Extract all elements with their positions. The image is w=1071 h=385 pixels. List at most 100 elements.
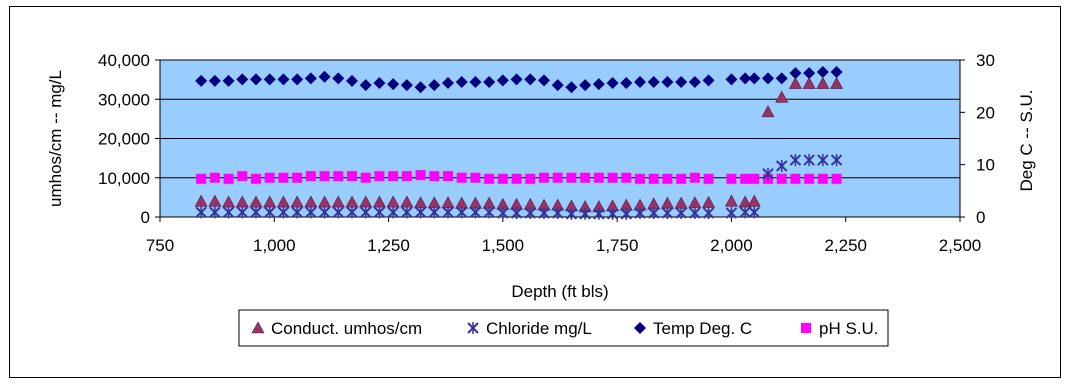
data-point-diamond — [373, 77, 386, 90]
data-point-x — [648, 207, 660, 220]
x-tick-label: 1,500 — [482, 236, 525, 255]
data-point-square — [790, 173, 801, 184]
data-point-x — [565, 207, 578, 220]
data-point-square — [662, 173, 673, 184]
legend-label: pH S.U. — [819, 319, 879, 338]
data-point-diamond — [634, 75, 646, 88]
data-point-square — [552, 172, 563, 183]
data-point-diamond — [620, 77, 633, 90]
data-point-square — [333, 171, 344, 182]
data-point-square — [305, 171, 316, 182]
data-point-diamond — [277, 73, 290, 86]
data-point-square — [456, 172, 467, 183]
data-point-x — [264, 206, 276, 219]
data-point-x — [776, 159, 788, 172]
data-point-diamond — [551, 79, 564, 92]
data-points — [194, 66, 844, 220]
legend-swatch-x — [467, 322, 479, 334]
data-point-square — [429, 171, 440, 182]
data-point-diamond — [332, 72, 345, 85]
legend-label: Conduct. umhos/cm — [271, 319, 422, 338]
data-point-square — [470, 172, 481, 183]
data-point-diamond — [688, 75, 701, 88]
data-point-diamond — [414, 81, 427, 94]
data-point-x — [428, 206, 440, 219]
data-point-diamond — [789, 67, 802, 80]
y2-tick-label: 10 — [976, 156, 995, 175]
data-point-square — [648, 173, 659, 184]
data-point-diamond — [675, 75, 688, 88]
data-point-x — [620, 207, 632, 220]
y-tick-label: 10,000 — [98, 169, 150, 188]
data-point-diamond — [400, 79, 413, 92]
data-point-square — [749, 173, 760, 184]
data-point-square — [209, 172, 220, 183]
data-point-triangle — [724, 194, 738, 207]
data-point-x — [579, 207, 591, 220]
data-point-diamond — [291, 73, 304, 86]
data-point-diamond — [816, 66, 829, 79]
data-point-x — [748, 206, 760, 219]
data-point-diamond — [524, 73, 537, 86]
data-point-diamond — [195, 74, 208, 87]
data-point-x — [702, 207, 715, 220]
data-point-x — [387, 206, 399, 219]
x-tick-label: 1,750 — [596, 236, 639, 255]
data-point-x — [552, 207, 564, 220]
data-point-square — [443, 171, 453, 182]
legend-box — [238, 309, 889, 347]
legend-label: Chloride mg/L — [486, 319, 592, 338]
data-point-square — [580, 172, 591, 183]
data-point-diamond — [775, 72, 788, 85]
data-point-square — [676, 173, 687, 184]
x-tick-label: 1,000 — [253, 236, 296, 255]
data-point-x — [360, 206, 372, 219]
data-point-square — [415, 170, 426, 181]
series-2 — [195, 66, 843, 94]
data-point-x — [346, 206, 358, 219]
y-tick-label: 0 — [141, 208, 150, 227]
data-point-diamond — [428, 79, 441, 92]
data-point-triangle — [830, 76, 844, 89]
data-point-x — [442, 206, 454, 219]
data-point-square — [776, 173, 787, 184]
data-point-diamond — [830, 66, 843, 79]
data-point-square — [264, 172, 275, 183]
data-point-square — [196, 173, 207, 184]
data-point-diamond — [803, 67, 816, 80]
y-axis-title: umhos/cm -- mg/L — [46, 70, 65, 207]
data-point-x — [830, 154, 843, 167]
data-point-x — [373, 206, 386, 219]
x-tick-label: 2,000 — [710, 236, 753, 255]
data-point-square — [360, 172, 371, 183]
tick-labels: 750 1,000 1,250 1,500 1,750 2,000 2,250 2,500 0 1… — [98, 51, 995, 255]
data-point-square — [292, 172, 303, 183]
y2-tick-label: 0 — [976, 208, 985, 227]
data-point-x — [497, 207, 509, 220]
data-point-x — [762, 167, 774, 180]
data-point-x — [456, 206, 468, 219]
x-tick-label: 750 — [146, 236, 174, 255]
data-point-square — [703, 173, 714, 184]
data-point-x — [401, 206, 413, 219]
data-point-x — [725, 207, 738, 220]
x-tick-label: 1,250 — [367, 236, 410, 255]
data-point-diamond — [647, 75, 660, 88]
data-point-square — [817, 173, 828, 184]
data-point-x — [789, 154, 802, 167]
data-point-diamond — [442, 77, 454, 90]
data-point-diamond — [762, 72, 774, 85]
y-tick-label: 20,000 — [98, 130, 150, 149]
data-point-triangle — [761, 105, 775, 118]
data-point-square — [511, 173, 522, 184]
data-point-diamond — [318, 70, 331, 83]
data-point-square — [607, 172, 618, 183]
data-point-diamond — [725, 73, 738, 86]
data-point-diamond — [346, 74, 358, 87]
data-point-x — [318, 206, 331, 219]
data-point-square — [740, 173, 751, 184]
data-point-x — [195, 206, 207, 219]
data-point-diamond — [359, 79, 372, 92]
data-point-diamond — [510, 73, 523, 86]
data-point-square — [401, 171, 412, 182]
